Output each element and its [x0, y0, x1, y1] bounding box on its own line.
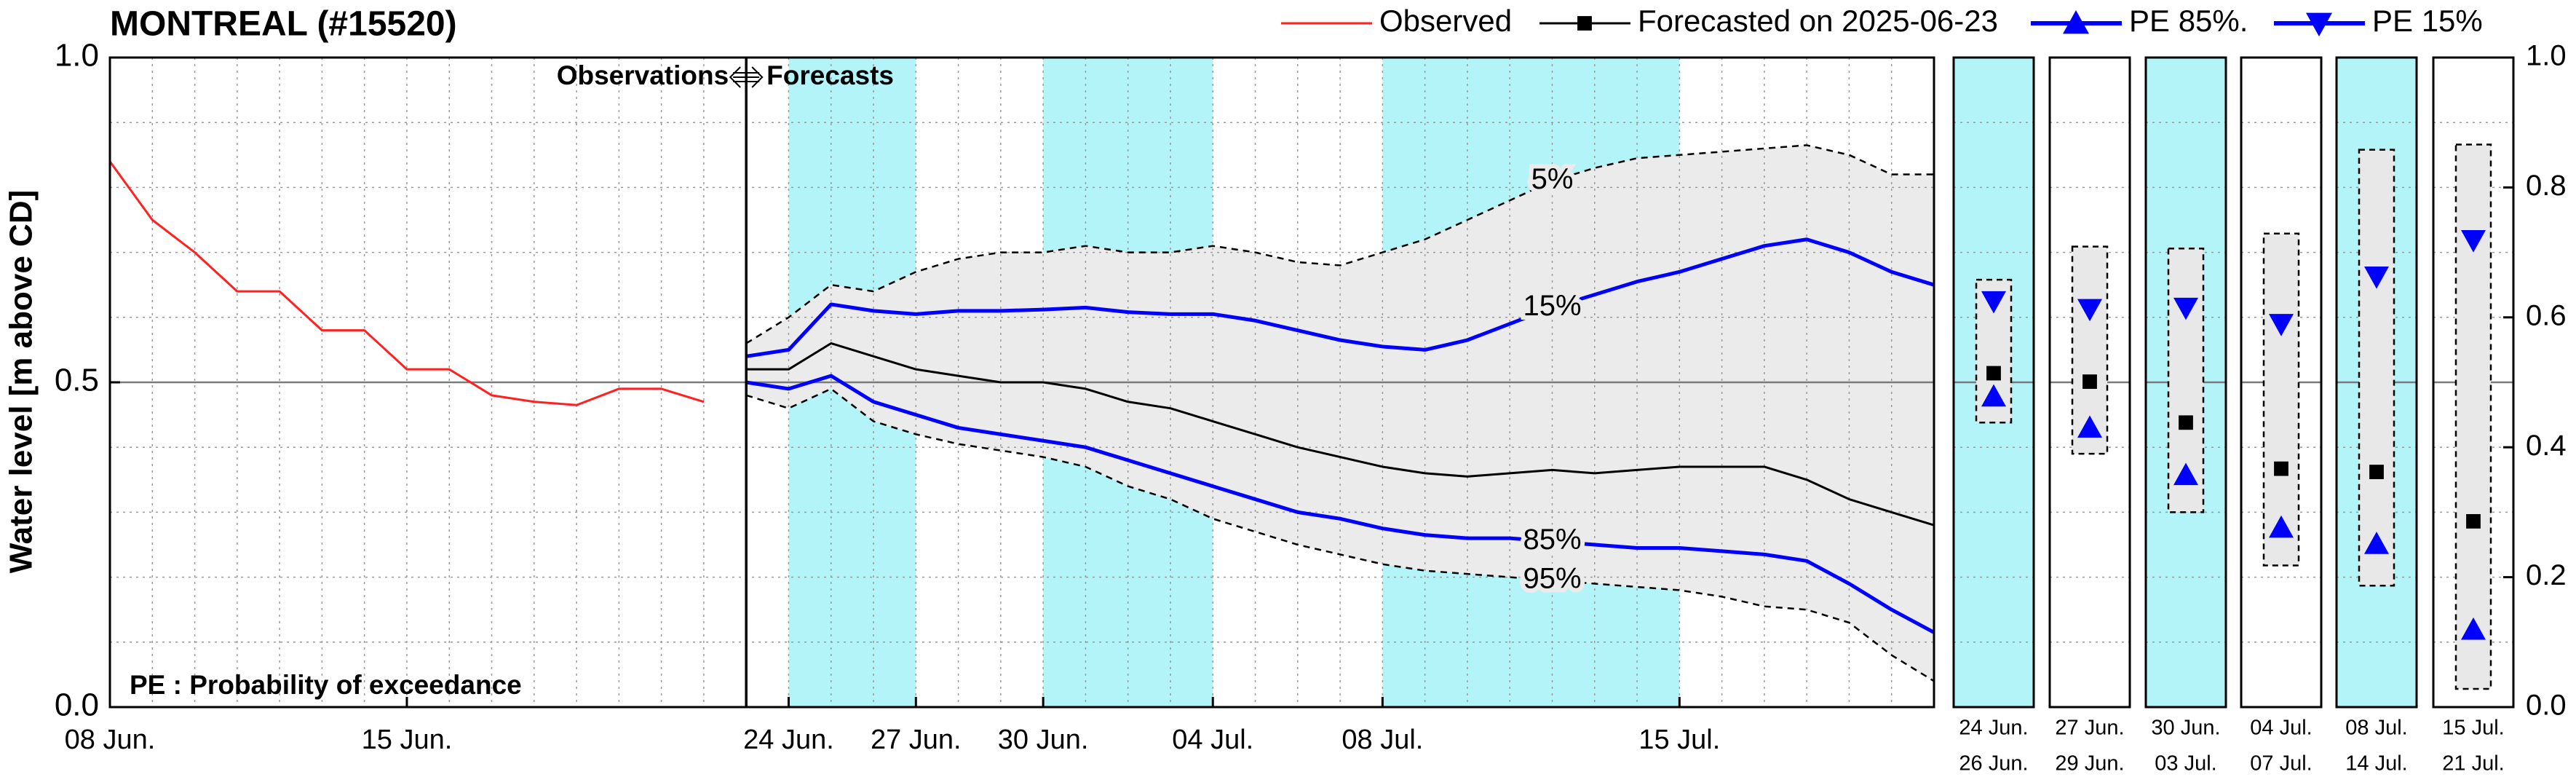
chart-title: MONTREAL (#15520)	[110, 5, 457, 44]
annotation-observations: Observations	[557, 60, 729, 90]
series-line	[746, 342, 1935, 526]
panel-frame	[2240, 56, 2323, 709]
annotation-forecasts: Forecasts	[766, 60, 894, 90]
series-line	[745, 374, 1935, 634]
panel-frame	[1952, 56, 2035, 709]
annotation-note: PE : Probability of exceedance	[130, 670, 522, 700]
panel-label-start: 15 Jul.	[2442, 717, 2504, 740]
series-line	[108, 160, 705, 406]
triangle-down-marker	[2173, 297, 2198, 320]
right-tick-label: 0.4	[2526, 430, 2567, 462]
triangle-up-marker	[2173, 462, 2198, 486]
panel-label-end: 07 Jul.	[2250, 752, 2312, 776]
panel-label-end: 14 Jul.	[2345, 752, 2407, 776]
legend-marker	[1577, 16, 1592, 31]
square-marker	[1986, 366, 2001, 381]
y-tick-label: 0.5	[55, 363, 99, 398]
x-tick-label: 27 Jun.	[871, 725, 962, 755]
legend-label: PE 15%	[2372, 4, 2483, 38]
series-inline-label: 5%	[1531, 163, 1574, 195]
x-tick-label: 08 Jul.	[1341, 725, 1423, 755]
triangle-up-marker	[2269, 515, 2294, 538]
series-line	[745, 387, 1935, 682]
panel-frame	[2335, 56, 2418, 709]
panel-label-start: 30 Jun.	[2151, 717, 2220, 740]
x-tick-label: 08 Jun.	[65, 725, 156, 755]
triangle-up-marker	[1981, 384, 2006, 407]
square-marker	[2274, 461, 2288, 476]
triangle-down-marker	[2077, 299, 2102, 322]
y-axis-label: Water level [m above CD]	[4, 190, 39, 574]
series-inline-label: 95%	[1523, 563, 1581, 595]
panel-label-end: 29 Jun.	[2055, 752, 2124, 776]
x-tick-label: 30 Jun.	[998, 725, 1089, 755]
range-box	[2262, 232, 2300, 567]
panel-label-end: 21 Jul.	[2442, 752, 2504, 776]
legend-marker	[2306, 12, 2332, 37]
triangle-down-marker	[2364, 267, 2389, 289]
panel-label-start: 04 Jul.	[2250, 717, 2312, 740]
range-box	[2358, 149, 2395, 587]
right-tick-label: 0.0	[2526, 690, 2567, 722]
triangle-down-marker	[2269, 314, 2294, 336]
panel-label-end: 03 Jul.	[2155, 752, 2216, 776]
triangle-down-marker	[1981, 291, 2006, 314]
panel-label-start: 24 Jun.	[1959, 717, 2028, 740]
triangle-up-marker	[2077, 415, 2102, 438]
legend-label: PE 85%.	[2129, 4, 2248, 38]
triangle-up-marker	[2364, 532, 2389, 554]
range-box	[2454, 143, 2492, 690]
panel-label-end: 26 Jun.	[1959, 752, 2028, 776]
right-tick-label: 0.6	[2526, 299, 2567, 331]
annotation-arrow	[729, 66, 764, 88]
series-inline-label: 85%	[1523, 524, 1581, 556]
right-tick-label: 1.0	[2526, 40, 2567, 72]
panel-frame	[2432, 56, 2515, 709]
triangle-down-marker	[2461, 230, 2486, 253]
panel-frame	[2144, 56, 2227, 709]
x-tick-label: 24 Jun.	[743, 725, 834, 755]
y-tick-label: 0.0	[55, 687, 99, 723]
legend-label: Observed	[1379, 4, 1512, 38]
panel-label-start: 08 Jul.	[2345, 717, 2407, 740]
right-tick-label: 0.8	[2526, 170, 2567, 202]
square-marker	[2179, 415, 2193, 430]
x-tick-label: 15 Jun.	[362, 725, 453, 755]
right-tick-label: 0.2	[2526, 559, 2567, 591]
x-tick-label: 04 Jul.	[1172, 725, 1253, 755]
square-marker	[2369, 465, 2384, 479]
square-marker	[2082, 374, 2097, 390]
series-line	[745, 144, 1934, 344]
legend-label: Forecasted on 2025-06-23	[1638, 4, 1998, 38]
x-tick-label: 15 Jul.	[1638, 725, 1720, 755]
series-line	[745, 237, 1935, 358]
series-inline-label: 15%	[1523, 290, 1581, 322]
panel-label-start: 27 Jun.	[2055, 717, 2124, 740]
legend-marker	[2063, 10, 2089, 34]
triangle-up-marker	[2461, 617, 2486, 640]
y-tick-label: 1.0	[55, 38, 99, 74]
panel-frame	[2048, 56, 2131, 709]
square-marker	[2466, 513, 2481, 529]
